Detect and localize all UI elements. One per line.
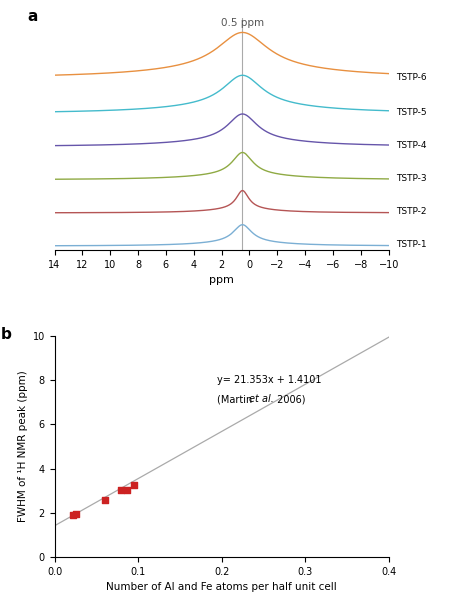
- Text: TSTP-4: TSTP-4: [396, 141, 426, 150]
- Text: (Martin: (Martin: [218, 394, 256, 405]
- Text: 0.5 ppm: 0.5 ppm: [221, 18, 264, 28]
- Text: TSTP-3: TSTP-3: [396, 174, 426, 183]
- Point: [123, 485, 131, 494]
- X-axis label: ppm: ppm: [209, 275, 234, 285]
- Text: a: a: [28, 9, 38, 24]
- Text: et al.: et al.: [249, 394, 274, 405]
- Y-axis label: FWHM of ¹H NMR peak (ppm): FWHM of ¹H NMR peak (ppm): [18, 371, 28, 523]
- Text: TSTP-2: TSTP-2: [396, 207, 426, 217]
- Point: [118, 485, 125, 495]
- Point: [69, 510, 77, 520]
- Text: TSTP-5: TSTP-5: [396, 108, 426, 117]
- Text: TSTP-1: TSTP-1: [396, 241, 426, 250]
- X-axis label: Number of Al and Fe atoms per half unit cell: Number of Al and Fe atoms per half unit …: [106, 582, 337, 592]
- Point: [130, 480, 137, 490]
- Text: y= 21.353x + 1.4101: y= 21.353x + 1.4101: [218, 375, 322, 384]
- Text: TSTP-6: TSTP-6: [396, 73, 426, 82]
- Text: b: b: [1, 327, 12, 342]
- Point: [73, 509, 80, 519]
- Text: 2006): 2006): [274, 394, 306, 405]
- Point: [101, 494, 109, 504]
